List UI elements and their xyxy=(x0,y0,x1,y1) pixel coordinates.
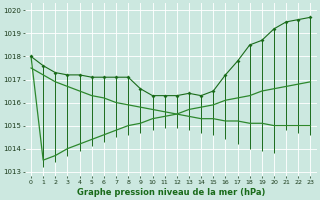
X-axis label: Graphe pression niveau de la mer (hPa): Graphe pression niveau de la mer (hPa) xyxy=(76,188,265,197)
